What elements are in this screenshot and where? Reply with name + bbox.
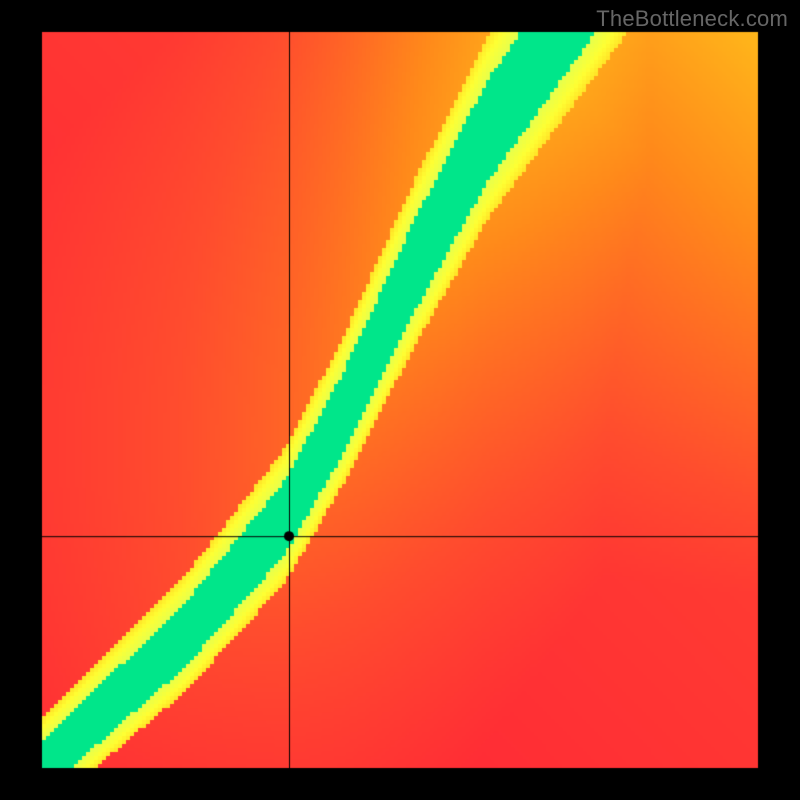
chart-container: TheBottleneck.com [0, 0, 800, 800]
watermark-text: TheBottleneck.com [596, 6, 788, 32]
heatmap-canvas [0, 0, 800, 800]
